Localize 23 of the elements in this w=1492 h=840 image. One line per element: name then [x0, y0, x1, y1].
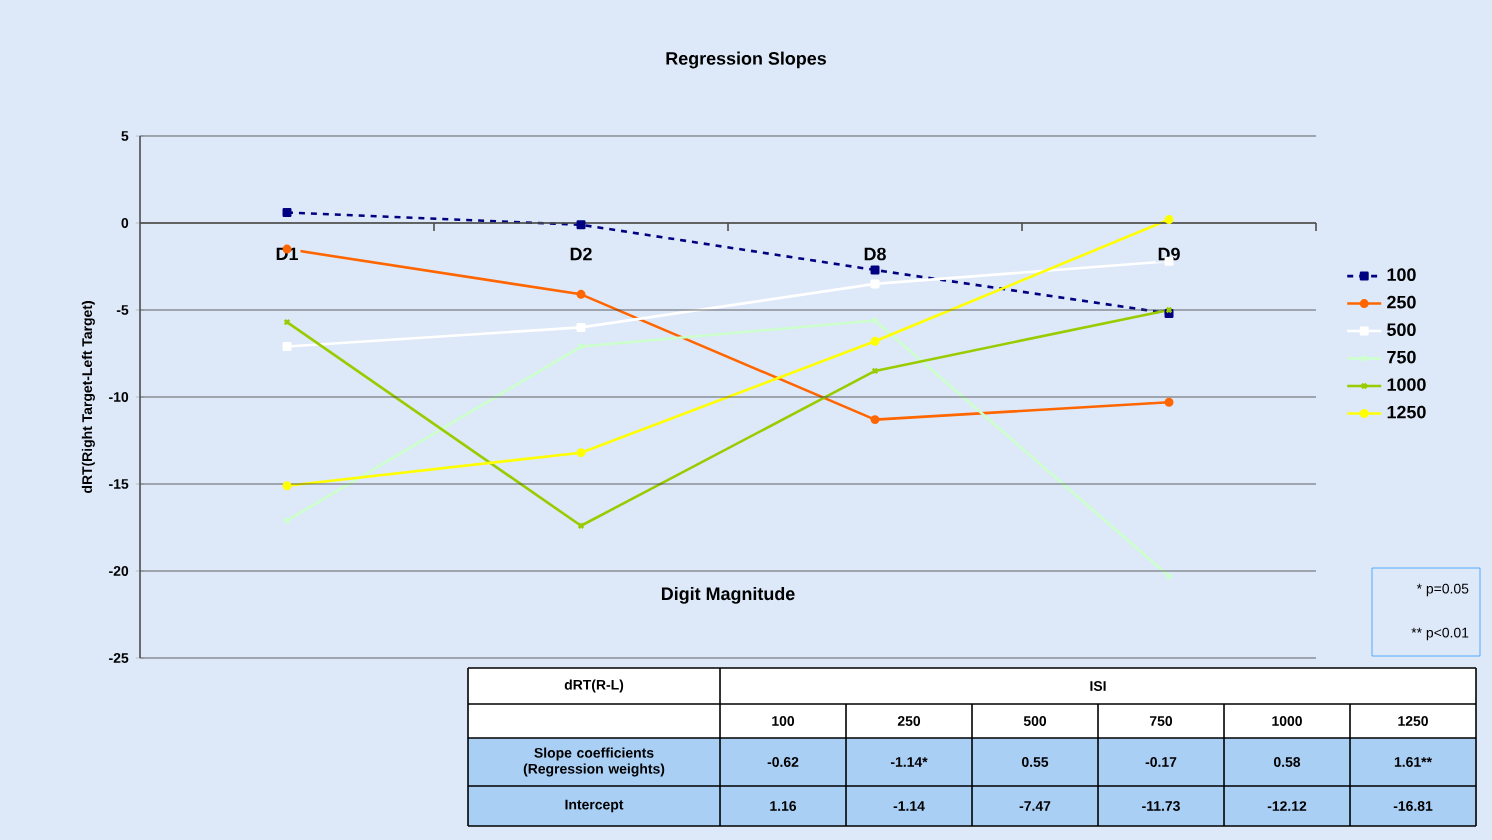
point: [282, 208, 292, 218]
point: [576, 289, 586, 299]
legend-label: 1250: [1387, 405, 1426, 419]
point: [870, 279, 880, 289]
point: [576, 448, 586, 458]
point: [282, 342, 292, 352]
point: [870, 415, 880, 425]
legend-label: 100: [1387, 268, 1416, 282]
x-axis-title: Digit Magnitude: [661, 586, 795, 604]
point: [1164, 215, 1174, 224]
chart-title: Regression Slopes: [666, 51, 826, 69]
point: [576, 220, 586, 230]
point: [576, 322, 586, 332]
legend-label: 250: [1387, 295, 1416, 309]
x-tick-label: D2: [570, 247, 592, 261]
legend-label: 1000: [1387, 378, 1426, 391]
point: [282, 481, 292, 491]
legend-label: 750: [1387, 350, 1416, 364]
x-tick-label: D8: [864, 247, 886, 261]
legend-label: 500: [1387, 323, 1416, 337]
point: [870, 265, 880, 275]
point: [870, 336, 880, 346]
point: [1164, 397, 1174, 407]
